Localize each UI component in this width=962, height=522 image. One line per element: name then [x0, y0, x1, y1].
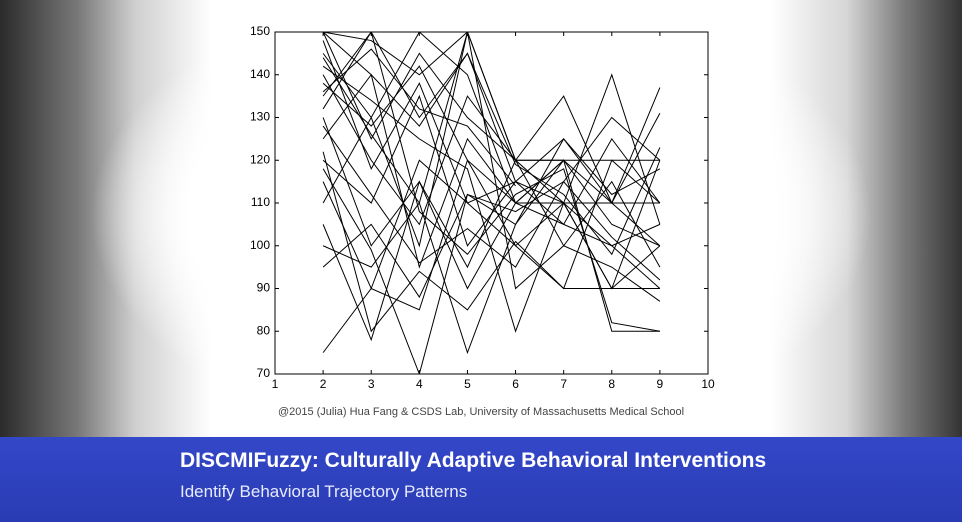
banner: DISCMIFuzzy: Culturally Adaptive Behavio… [0, 437, 962, 522]
trajectory [322, 32, 661, 256]
x-tick-label: 3 [368, 377, 375, 391]
x-tick-label: 8 [608, 377, 615, 391]
trajectory [322, 32, 660, 332]
y-tick-label: 100 [250, 238, 270, 252]
trajectory [322, 138, 661, 374]
x-tick-label: 10 [701, 377, 715, 391]
x-tick-label: 1 [272, 377, 279, 391]
trajectory [322, 180, 661, 299]
trajectory [322, 116, 661, 268]
trajectory [322, 48, 516, 187]
trajectory [322, 159, 660, 355]
trajectory [322, 32, 661, 225]
y-tick-label: 70 [257, 366, 271, 380]
banner-subtitle: Identify Behavioral Trajectory Patterns [180, 482, 468, 501]
x-tick-label: 2 [320, 377, 327, 391]
trajectory [322, 40, 661, 226]
x-tick-label: 9 [657, 377, 664, 391]
x-tick-label: 4 [416, 377, 423, 391]
trajectory [322, 65, 661, 333]
y-tick-label: 90 [257, 281, 271, 295]
x-tick-label: 5 [464, 377, 471, 391]
x-tick-label: 7 [560, 377, 567, 391]
chart: 70 80 90 100 110 120 130 140 150 1 2 3 4 5 6 7 8 9 10 [250, 24, 715, 391]
trajectory [322, 159, 661, 342]
y-tick-label: 130 [250, 110, 270, 124]
y-tick-label: 150 [250, 24, 270, 38]
y-tick-label: 140 [250, 67, 270, 81]
y-tick-label: 80 [257, 323, 271, 337]
trajectory [322, 65, 660, 204]
trajectory [322, 32, 661, 268]
y-tick-label: 110 [251, 195, 270, 209]
banner-title: DISCMIFuzzy: Culturally Adaptive Behavio… [180, 449, 767, 472]
trajectory [322, 151, 660, 333]
caption: @2015 (Julia) Hua Fang & CSDS Lab, Unive… [277, 406, 685, 418]
x-tick-label: 6 [512, 377, 519, 391]
trajectory [322, 32, 661, 302]
y-tick-label: 120 [250, 152, 270, 166]
lines [322, 32, 661, 374]
